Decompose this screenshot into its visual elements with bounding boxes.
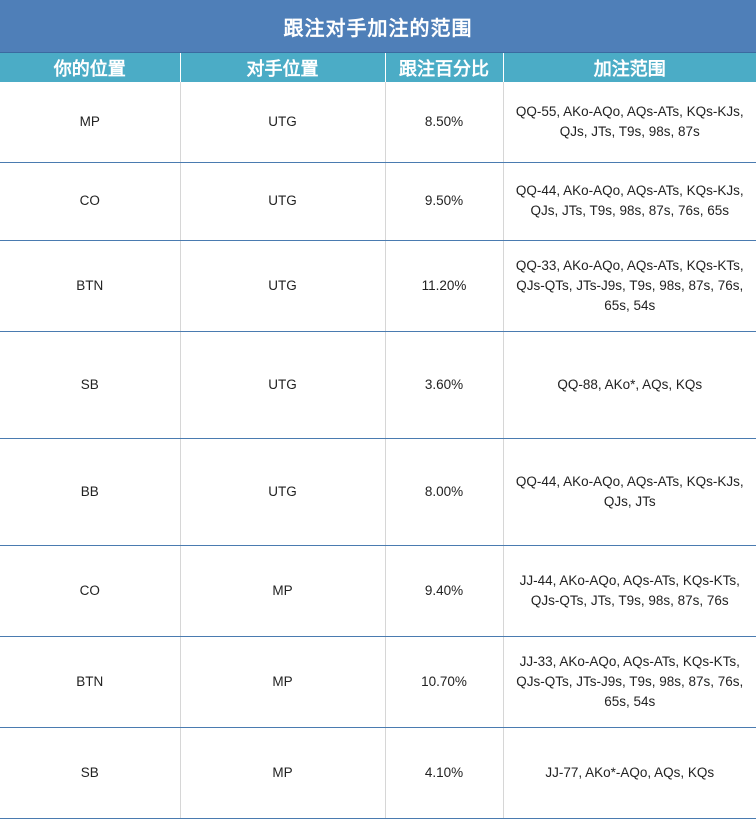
header-opponent-position: 对手位置 bbox=[180, 53, 386, 82]
your-position-cell: SB bbox=[0, 727, 181, 819]
opponent-position-cell: UTG bbox=[180, 240, 386, 332]
your-position-cell: SB bbox=[0, 331, 181, 439]
call-range-table: 你的位置 对手位置 跟注百分比 加注范围 MP UTG 8.50% QQ-55,… bbox=[0, 53, 756, 819]
table-title: 跟注对手加注的范围 bbox=[0, 0, 756, 53]
raise-range-cell: QQ-88, AKo*, AQs, KQs bbox=[503, 331, 756, 439]
table-row: SB UTG 3.60% QQ-88, AKo*, AQs, KQs bbox=[0, 331, 756, 439]
call-percentage-cell: 8.00% bbox=[385, 438, 504, 546]
raise-range-cell: JJ-33, AKo-AQo, AQs-ATs, KQs-KTs, QJs-QT… bbox=[503, 636, 756, 728]
call-percentage-cell: 9.40% bbox=[385, 545, 504, 637]
raise-range-cell: QQ-44, AKo-AQo, AQs-ATs, KQs-KJs, QJs, J… bbox=[503, 438, 756, 546]
raise-range-cell: QQ-33, AKo-AQo, AQs-ATs, KQs-KTs, QJs-QT… bbox=[503, 240, 756, 332]
your-position-cell: MP bbox=[0, 82, 181, 163]
raise-range-cell: QQ-55, AKo-AQo, AQs-ATs, KQs-KJs, QJs, J… bbox=[503, 82, 756, 163]
table-row: BTN MP 10.70% JJ-33, AKo-AQo, AQs-ATs, K… bbox=[0, 636, 756, 728]
opponent-position-cell: MP bbox=[180, 636, 386, 728]
raise-range-cell: JJ-77, AKo*-AQo, AQs, KQs bbox=[503, 727, 756, 819]
call-percentage-cell: 9.50% bbox=[385, 162, 504, 241]
opponent-position-cell: UTG bbox=[180, 162, 386, 241]
opponent-position-cell: MP bbox=[180, 727, 386, 819]
call-percentage-cell: 10.70% bbox=[385, 636, 504, 728]
call-percentage-cell: 8.50% bbox=[385, 82, 504, 163]
table-row: SB MP 4.10% JJ-77, AKo*-AQo, AQs, KQs bbox=[0, 727, 756, 819]
table-row: BTN UTG 11.20% QQ-33, AKo-AQo, AQs-ATs, … bbox=[0, 240, 756, 332]
table-row: BB UTG 8.00% QQ-44, AKo-AQo, AQs-ATs, KQ… bbox=[0, 438, 756, 546]
opponent-position-cell: MP bbox=[180, 545, 386, 637]
your-position-cell: CO bbox=[0, 162, 181, 241]
raise-range-cell: JJ-44, AKo-AQo, AQs-ATs, KQs-KTs, QJs-QT… bbox=[503, 545, 756, 637]
header-call-percentage: 跟注百分比 bbox=[385, 53, 504, 82]
call-percentage-cell: 3.60% bbox=[385, 331, 504, 439]
your-position-cell: BB bbox=[0, 438, 181, 546]
opponent-position-cell: UTG bbox=[180, 438, 386, 546]
table-row: CO UTG 9.50% QQ-44, AKo-AQo, AQs-ATs, KQ… bbox=[0, 162, 756, 241]
your-position-cell: CO bbox=[0, 545, 181, 637]
opponent-position-cell: UTG bbox=[180, 331, 386, 439]
your-position-cell: BTN bbox=[0, 240, 181, 332]
table-row: CO MP 9.40% JJ-44, AKo-AQo, AQs-ATs, KQs… bbox=[0, 545, 756, 637]
opponent-position-cell: UTG bbox=[180, 82, 386, 163]
raise-range-cell: QQ-44, AKo-AQo, AQs-ATs, KQs-KJs, QJs, J… bbox=[503, 162, 756, 241]
call-percentage-cell: 4.10% bbox=[385, 727, 504, 819]
header-row: 你的位置 对手位置 跟注百分比 加注范围 bbox=[0, 53, 756, 82]
your-position-cell: BTN bbox=[0, 636, 181, 728]
table-row: MP UTG 8.50% QQ-55, AKo-AQo, AQs-ATs, KQ… bbox=[0, 82, 756, 163]
header-raise-range: 加注范围 bbox=[503, 53, 756, 82]
call-percentage-cell: 11.20% bbox=[385, 240, 504, 332]
header-your-position: 你的位置 bbox=[0, 53, 181, 82]
